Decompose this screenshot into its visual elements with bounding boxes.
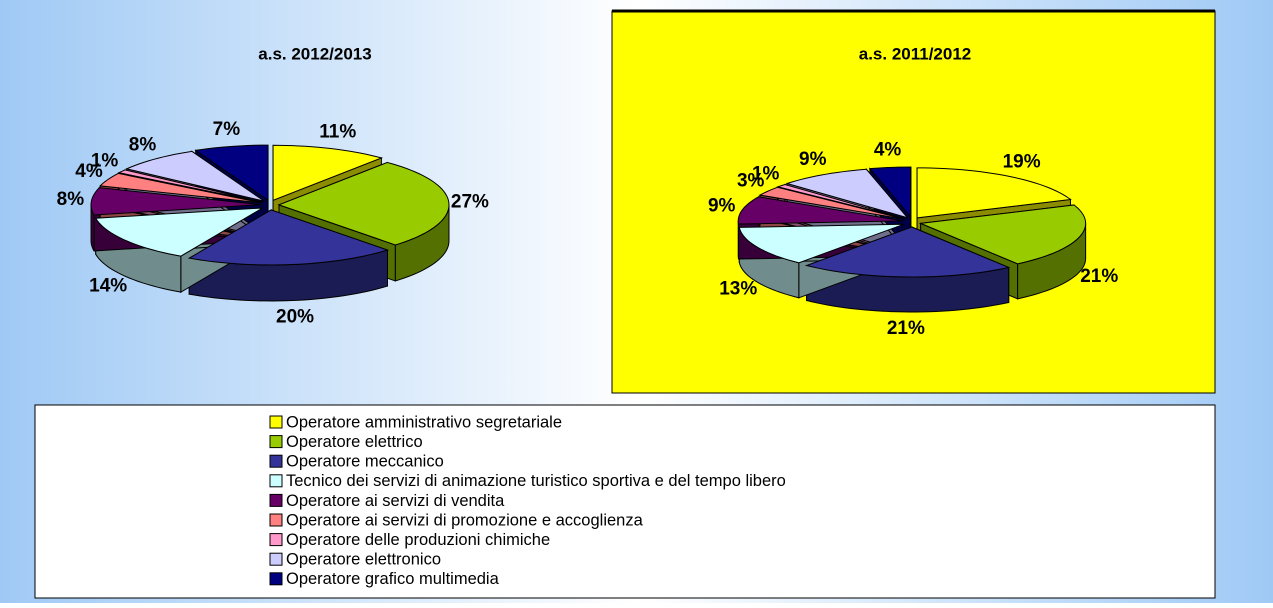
data-label: 20%	[276, 306, 314, 327]
data-label: 11%	[319, 122, 356, 143]
data-label: 1%	[752, 163, 780, 184]
chart-title: a.s. 2011/2012	[859, 44, 972, 63]
legend-label: Operatore grafico multimedia	[286, 570, 500, 588]
legend-swatch	[270, 436, 282, 448]
legend-swatch	[270, 573, 282, 585]
legend-label: Operatore ai servizi di vendita	[286, 492, 505, 510]
legend-swatch	[270, 455, 282, 467]
data-label: 9%	[799, 149, 827, 170]
data-label: 21%	[1080, 266, 1118, 287]
legend-label: Tecnico dei servizi di animazione turist…	[286, 472, 786, 490]
legend-swatch	[270, 494, 282, 506]
legend-label: Operatore ai servizi di promozione e acc…	[286, 511, 644, 529]
data-label: 8%	[57, 189, 85, 210]
legend-swatch	[270, 553, 282, 565]
legend-label: Operatore elettrico	[286, 433, 423, 451]
data-label: 8%	[129, 135, 157, 156]
legend-label: Operatore meccanico	[286, 453, 444, 471]
legend-box	[35, 405, 1215, 598]
legend-swatch	[270, 475, 282, 487]
data-label: 13%	[719, 279, 757, 300]
chart-title: a.s. 2012/2013	[258, 44, 371, 63]
legend-label: Operatore elettronico	[286, 551, 441, 569]
data-label: 21%	[887, 318, 925, 339]
legend-swatch	[270, 514, 282, 526]
data-label: 27%	[451, 192, 489, 213]
legend-label: Operatore delle produzioni chimiche	[286, 531, 550, 549]
data-label: 19%	[1003, 151, 1041, 172]
data-label: 4%	[874, 140, 902, 161]
data-label: 7%	[213, 119, 241, 140]
data-label: 14%	[89, 275, 127, 296]
legend-swatch	[270, 416, 282, 428]
legend-swatch	[270, 534, 282, 546]
legend-label: Operatore amministrativo segretariale	[286, 413, 562, 431]
data-label: 1%	[91, 151, 119, 172]
data-label: 9%	[708, 195, 736, 216]
